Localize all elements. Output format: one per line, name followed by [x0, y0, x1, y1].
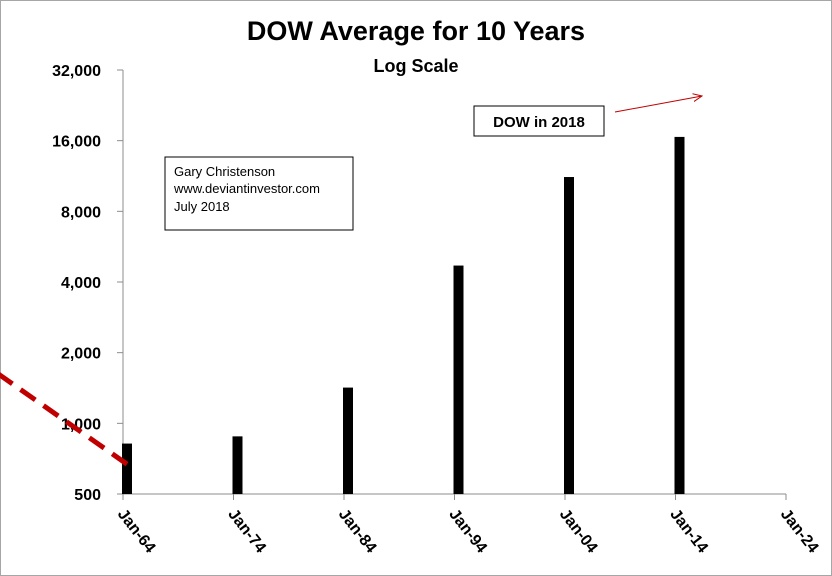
x-tick-label: Jan-14 — [666, 506, 711, 556]
bar — [343, 387, 353, 494]
x-tick-label: Jan-64 — [114, 506, 159, 556]
y-axis-ticks — [117, 69, 787, 500]
y-tick-label: 1,000 — [61, 416, 101, 433]
bar — [232, 436, 243, 494]
annotation-box: Gary Christenson www.deviantinvestor.com… — [164, 156, 354, 231]
y-tick-label: 4,000 — [61, 275, 101, 292]
x-tick-label: Jan-84 — [335, 506, 380, 556]
annotation-website: www.deviantinvestor.com — [173, 181, 320, 196]
annotation-box-border — [164, 156, 354, 231]
y-tick-label: 500 — [74, 487, 101, 504]
x-tick-label: Jan-04 — [556, 506, 601, 556]
bar — [453, 265, 464, 494]
callout-pointer — [614, 96, 702, 113]
callout-label: DOW in 2018 — [493, 114, 585, 131]
x-tick-label: Jan-94 — [445, 506, 490, 556]
y-tick-label: 16,000 — [52, 134, 101, 151]
bar — [674, 136, 685, 495]
annotation-author: Gary Christenson — [174, 164, 275, 179]
x-tick-label: Jan-74 — [224, 506, 269, 556]
chart-subtitle: Log Scale — [373, 56, 458, 76]
callout-box — [473, 105, 605, 137]
y-tick-label: 8,000 — [61, 204, 101, 221]
y-tick-label: 2,000 — [61, 346, 101, 363]
y-axis-labels: 500 1,000 2,000 4,000 8,000 16,000 32,000 — [52, 63, 101, 504]
bars — [122, 136, 685, 495]
annotation-date: July 2018 — [174, 199, 230, 214]
y-tick-label: 32,000 — [52, 63, 101, 80]
callout: DOW in 2018 — [473, 96, 702, 137]
bar — [564, 177, 574, 494]
bar — [122, 443, 132, 494]
x-axis-labels: Jan-64 Jan-74 Jan-84 Jan-94 Jan-04 Jan-14 Jan-… — [114, 506, 822, 556]
chart-title: DOW Average for 10 Years — [247, 16, 585, 46]
x-tick-label: Jan-24 — [777, 506, 822, 556]
